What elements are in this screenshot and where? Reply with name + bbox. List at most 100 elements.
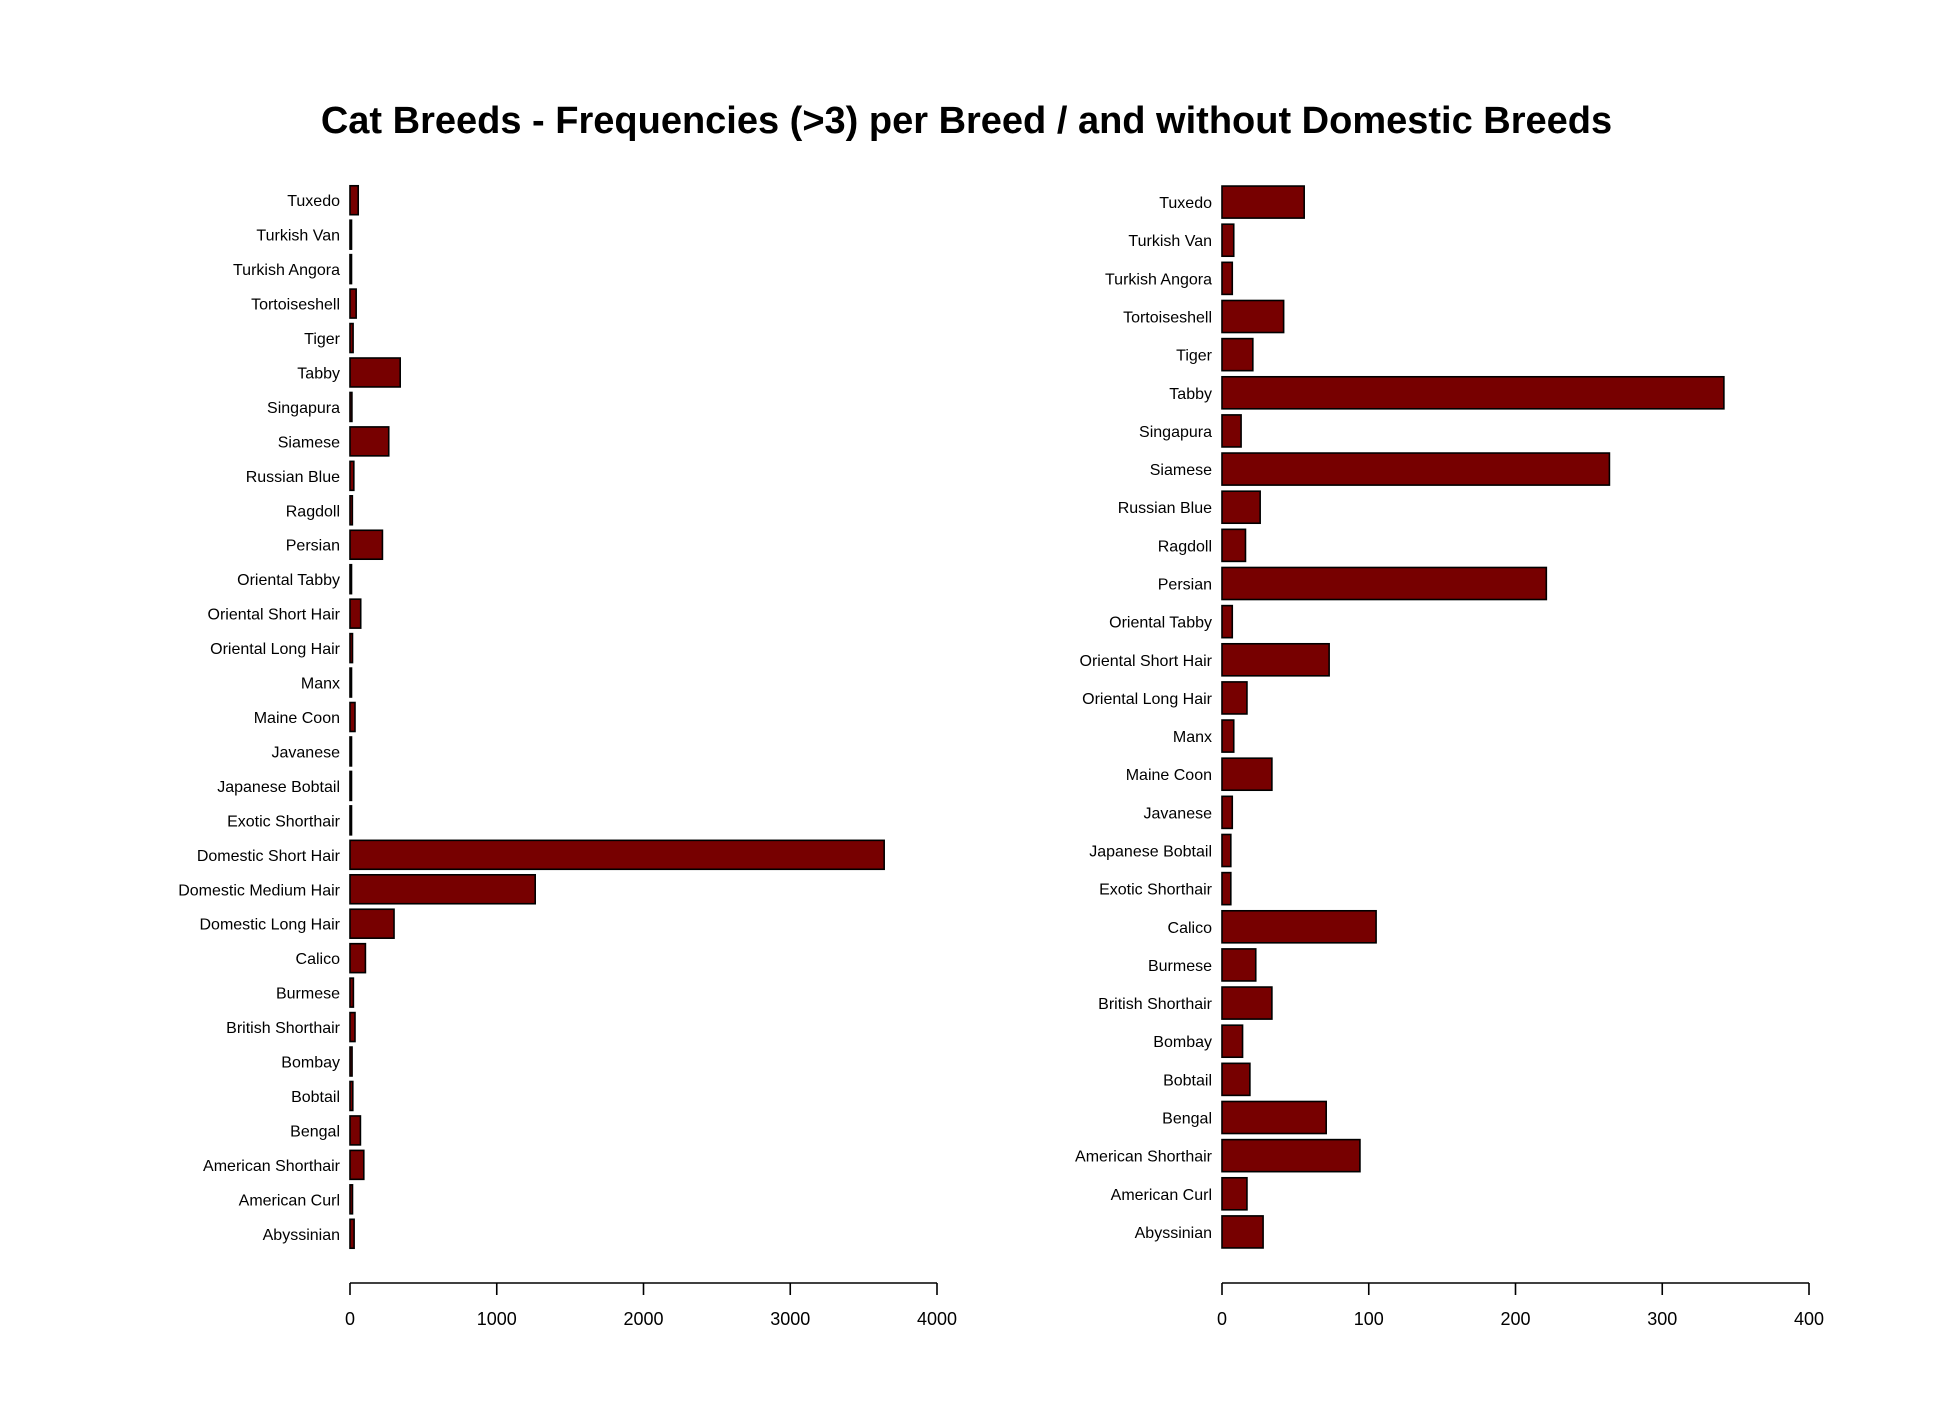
left-panel-all-breeds: Tuxedo Turkish Van Turkish Angora Tortoises… <box>178 184 957 1329</box>
bar-domestic-medium-hair <box>349 873 536 905</box>
bar-domestic-long-hair <box>349 908 395 939</box>
x-tick-label: 3000 <box>770 1309 810 1329</box>
category-label: Exotic Shorthair <box>1099 882 1213 899</box>
category-label: Ragdoll <box>1158 538 1212 555</box>
bar-tiger <box>1221 337 1254 372</box>
bar-manx <box>1221 719 1235 753</box>
category-label: American Curl <box>239 1192 340 1209</box>
category-label: Abyssinian <box>1135 1225 1212 1242</box>
category-label: Domestic Short Hair <box>197 848 341 865</box>
bar-oriental-long-hair <box>349 632 354 664</box>
bar-exotic-shorthair <box>349 805 353 836</box>
bar-abyssinian <box>349 1218 355 1250</box>
category-label: Burmese <box>1148 958 1212 975</box>
bar-american-shorthair <box>1221 1138 1361 1173</box>
bar-american-curl <box>349 1184 354 1215</box>
bar-siamese <box>1221 452 1611 486</box>
bar-tuxedo <box>349 184 360 216</box>
bar-tiger <box>349 322 354 354</box>
category-label: Oriental Tabby <box>1109 615 1212 632</box>
category-label: American Shorthair <box>203 1158 341 1175</box>
bar-siamese <box>349 426 390 457</box>
category-label: Burmese <box>276 986 340 1003</box>
category-label: Maine Coon <box>1126 767 1212 784</box>
category-label: Singapura <box>1139 424 1212 441</box>
bar-burmese <box>349 977 355 1008</box>
x-tick-label: 200 <box>1500 1309 1530 1329</box>
category-label: Russian Blue <box>246 469 340 486</box>
bar-japanese-bobtail <box>1221 833 1232 868</box>
category-label: Oriental Short Hair <box>1080 653 1213 670</box>
category-label: Oriental Short Hair <box>208 607 341 624</box>
bar-oriental-long-hair <box>1221 681 1248 715</box>
category-label: Ragdoll <box>286 503 340 520</box>
category-label: Tiger <box>304 331 341 348</box>
category-label: Domestic Long Hair <box>200 917 341 934</box>
bar-tortoiseshell <box>1221 299 1285 334</box>
bar-russian-blue <box>349 460 355 492</box>
bar-bengal <box>349 1115 362 1146</box>
bar-javanese <box>1221 795 1234 830</box>
chart-title: Cat Breeds - Frequencies (>3) per Breed … <box>320 100 1613 142</box>
category-label: Bengal <box>290 1123 340 1140</box>
category-label: American Shorthair <box>1075 1149 1213 1166</box>
category-label: Turkish Angora <box>233 262 340 279</box>
bar-american-shorthair <box>349 1149 365 1181</box>
bar-bobtail <box>1221 1062 1251 1097</box>
bar-tabby <box>349 357 401 388</box>
category-label: Tuxedo <box>287 193 340 210</box>
category-label: Bobtail <box>1163 1072 1212 1089</box>
bar-persian <box>1221 566 1548 601</box>
x-tick-label: 300 <box>1647 1309 1677 1329</box>
bar-bobtail <box>349 1080 354 1112</box>
category-label: Calico <box>1168 920 1213 937</box>
category-label: American Curl <box>1111 1187 1212 1204</box>
category-label: Tortoiseshell <box>251 297 340 314</box>
bar-american-curl <box>1221 1176 1248 1211</box>
x-tick-label: 2000 <box>623 1309 663 1329</box>
category-label: Japanese Bobtail <box>1089 844 1212 861</box>
category-label: Persian <box>1158 577 1212 594</box>
category-label: Domestic Medium Hair <box>178 882 340 899</box>
category-label: Javanese <box>1144 805 1213 822</box>
category-label: British Shorthair <box>1098 996 1212 1013</box>
x-tick-label: 4000 <box>917 1309 957 1329</box>
category-label: Tortoiseshell <box>1123 310 1212 327</box>
category-label: Japanese Bobtail <box>217 779 340 796</box>
x-tick-label: 100 <box>1354 1309 1384 1329</box>
bar-turkish-van <box>1221 223 1235 258</box>
bar-ragdoll <box>1221 528 1247 563</box>
bar-japanese-bobtail <box>349 770 353 802</box>
bar-singapura <box>349 391 353 423</box>
bar-british-shorthair <box>349 1011 356 1043</box>
bar-oriental-tabby <box>1221 604 1234 639</box>
category-label: Javanese <box>272 744 341 761</box>
bar-manx <box>349 667 353 698</box>
category-label: Oriental Long Hair <box>1082 691 1213 708</box>
x-tick-label: 400 <box>1794 1309 1824 1329</box>
bar-singapura <box>1221 414 1242 448</box>
category-label: Bombay <box>1153 1034 1212 1051</box>
category-label: Tuxedo <box>1159 195 1212 212</box>
category-label: Exotic Shorthair <box>227 813 341 830</box>
bar-oriental-tabby <box>349 563 353 595</box>
bar-tuxedo <box>1221 185 1305 219</box>
bar-domestic-short-hair <box>349 839 885 871</box>
bar-bombay <box>1221 1024 1244 1059</box>
bar-ragdoll <box>349 495 354 526</box>
category-label: Turkish Van <box>256 228 340 245</box>
category-label: Oriental Tabby <box>237 572 340 589</box>
bar-calico <box>1221 909 1377 944</box>
bar-bombay <box>349 1046 353 1077</box>
category-label: Tabby <box>297 365 340 382</box>
category-label: Maine Coon <box>254 710 340 727</box>
category-label: Russian Blue <box>1118 500 1212 517</box>
bar-persian <box>349 529 384 561</box>
category-label: Bobtail <box>291 1089 340 1106</box>
category-label: Tabby <box>1169 386 1212 403</box>
bar-tabby <box>1221 375 1725 410</box>
x-tick-label: 1000 <box>477 1309 517 1329</box>
bar-exotic-shorthair <box>1221 871 1232 906</box>
bar-javanese <box>349 736 353 767</box>
